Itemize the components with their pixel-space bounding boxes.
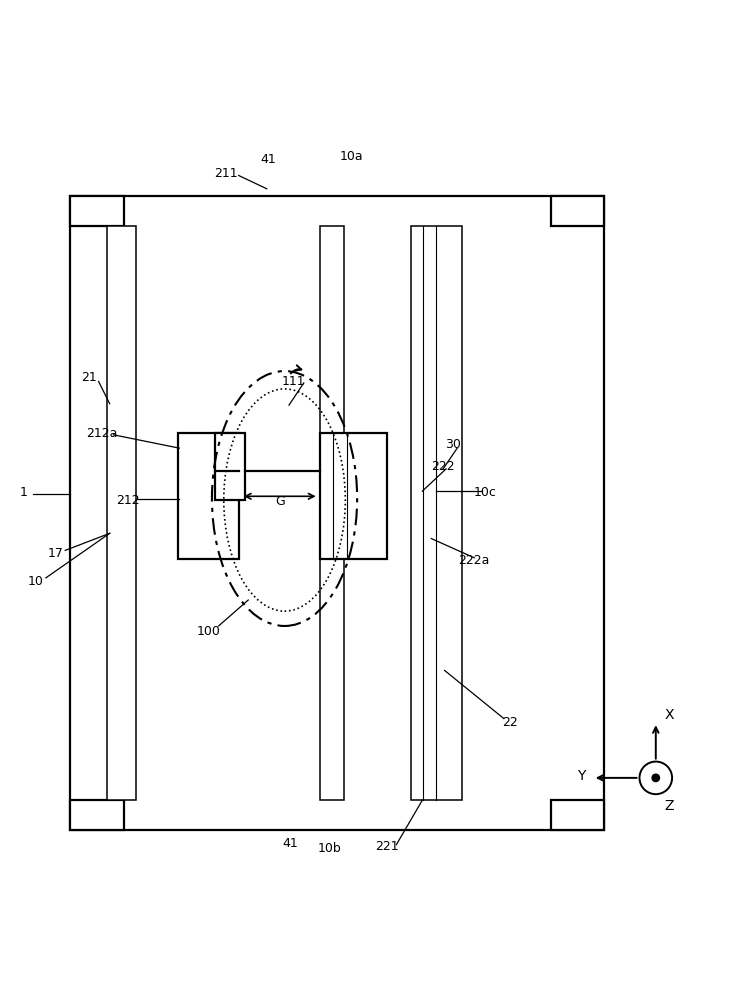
Text: Y: Y bbox=[577, 769, 586, 783]
Bar bbox=[411, 226, 462, 800]
Text: 222a: 222a bbox=[459, 554, 490, 567]
Bar bbox=[70, 196, 124, 226]
Text: 30: 30 bbox=[445, 438, 462, 451]
Bar bbox=[320, 433, 387, 559]
Text: 212: 212 bbox=[116, 493, 140, 506]
Text: 100: 100 bbox=[197, 625, 221, 638]
Text: 211: 211 bbox=[214, 167, 238, 180]
Bar bbox=[107, 226, 136, 800]
Text: 10: 10 bbox=[27, 575, 44, 588]
Text: 21: 21 bbox=[81, 371, 97, 384]
Text: 111: 111 bbox=[282, 375, 305, 388]
Bar bbox=[70, 800, 124, 830]
Text: G: G bbox=[275, 495, 285, 508]
Text: 10a: 10a bbox=[340, 150, 364, 163]
Text: 22: 22 bbox=[502, 716, 518, 729]
Text: 221: 221 bbox=[375, 840, 399, 853]
Text: 10c: 10c bbox=[473, 486, 496, 499]
Text: 10b: 10b bbox=[318, 842, 342, 855]
Text: 41: 41 bbox=[282, 837, 299, 850]
Bar bbox=[70, 196, 124, 226]
Bar bbox=[551, 800, 604, 830]
Text: 222: 222 bbox=[431, 460, 455, 473]
Bar bbox=[70, 800, 124, 830]
Bar bbox=[70, 196, 604, 830]
Bar bbox=[551, 800, 604, 830]
Text: X: X bbox=[665, 708, 674, 722]
Bar bbox=[551, 196, 604, 226]
Text: 41: 41 bbox=[260, 153, 276, 166]
Bar bbox=[551, 196, 604, 226]
Bar bbox=[215, 433, 245, 500]
Text: 212a: 212a bbox=[87, 427, 118, 440]
Bar bbox=[320, 226, 344, 800]
Bar bbox=[74, 226, 600, 800]
Text: Z: Z bbox=[665, 799, 674, 813]
Bar bbox=[178, 433, 239, 559]
Text: 17: 17 bbox=[47, 547, 64, 560]
Circle shape bbox=[639, 762, 672, 794]
Text: 1: 1 bbox=[20, 486, 27, 499]
Circle shape bbox=[652, 774, 659, 782]
